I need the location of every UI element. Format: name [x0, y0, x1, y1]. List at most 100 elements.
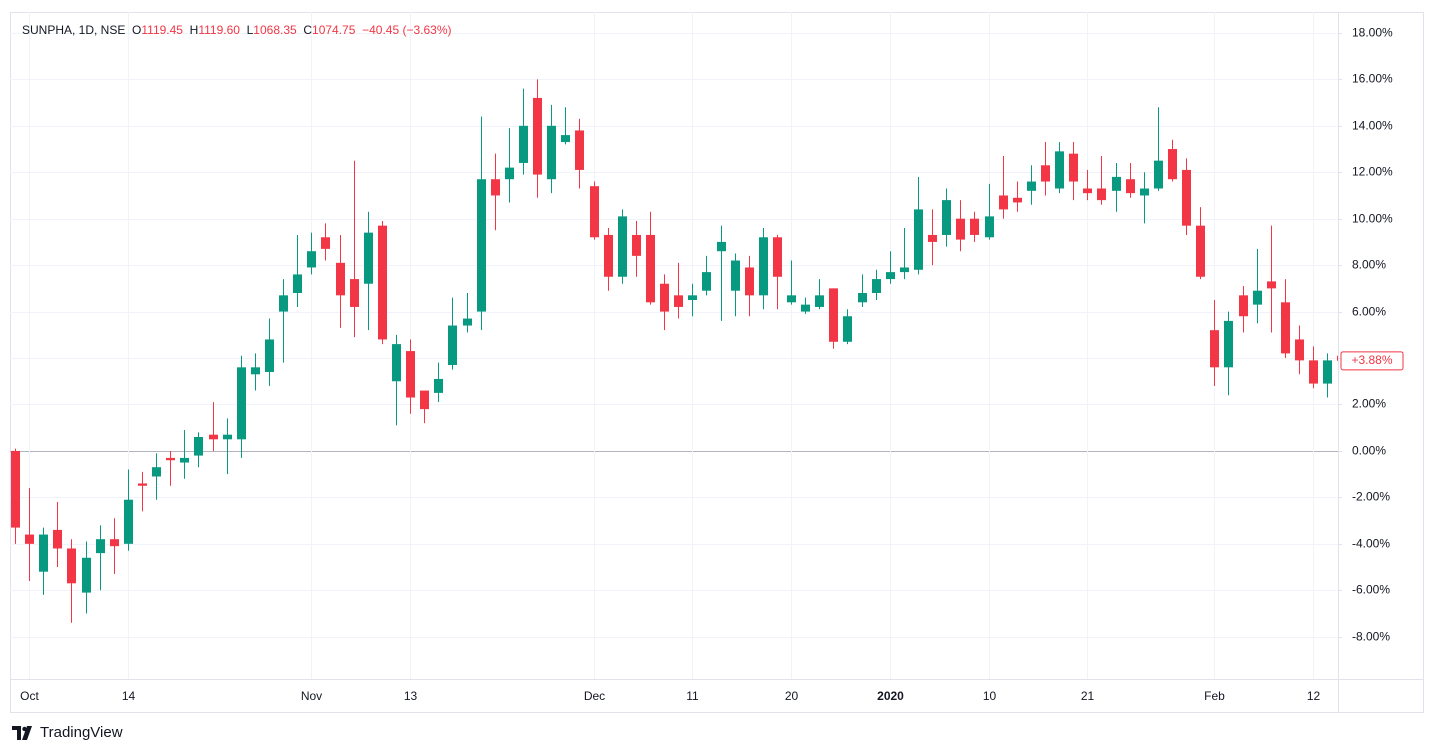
last-price-label: +3.88%	[1351, 353, 1392, 367]
candle-body	[745, 267, 754, 296]
candle-body	[858, 293, 867, 303]
candle-body	[1239, 295, 1248, 317]
candle-body	[1210, 330, 1219, 368]
candle-body	[1295, 339, 1304, 361]
ohlc-value: 1119.45	[141, 23, 183, 37]
candle-body	[82, 557, 91, 593]
candle-body	[575, 130, 584, 170]
candle-body	[660, 283, 669, 312]
candle-body	[773, 237, 782, 277]
candle-body	[1041, 165, 1050, 182]
candle-body	[872, 279, 881, 294]
x-tick-label: 12	[1307, 689, 1321, 703]
candle-body	[1168, 149, 1177, 180]
candle-body	[67, 548, 76, 584]
candle-body	[787, 295, 796, 303]
candle-body	[801, 304, 810, 312]
candle-body	[434, 378, 443, 393]
candle-body	[251, 367, 260, 375]
ohlc-label: H	[189, 23, 199, 37]
y-tick-label: 8.00%	[1352, 258, 1386, 272]
candle-body	[194, 437, 203, 456]
ohlc-label: L	[246, 23, 254, 37]
ohlc-value: 1119.60	[198, 23, 240, 37]
candle-body	[110, 539, 119, 547]
candle-body	[406, 351, 415, 398]
candle-body	[11, 450, 20, 528]
candle-body	[914, 209, 923, 270]
candle-body	[463, 318, 472, 326]
candle-body	[1027, 181, 1036, 191]
candle-body	[321, 237, 330, 249]
candle-body	[1097, 188, 1106, 201]
candle-body	[886, 272, 895, 280]
candle-body	[646, 234, 655, 303]
candle-body	[688, 295, 697, 300]
candle-body	[632, 234, 641, 256]
candle-body	[1126, 179, 1135, 194]
candle-body	[604, 234, 613, 277]
candle-body	[674, 295, 683, 307]
candle-body	[209, 434, 218, 440]
candle-body	[618, 216, 627, 277]
candle-body	[1069, 153, 1078, 182]
candle-body	[956, 218, 965, 240]
x-tick-label: 11	[686, 689, 699, 703]
x-tick-label: Oct	[20, 689, 39, 703]
candle-body	[1055, 151, 1064, 189]
candle-body	[166, 457, 175, 461]
candle-body	[378, 225, 387, 340]
candle-body	[392, 344, 401, 382]
candle-body	[420, 390, 429, 410]
candle-body	[533, 97, 542, 175]
candle-body	[1323, 360, 1332, 384]
candle-body	[448, 325, 457, 366]
axes: 18.00% 16.00% 14.00% 12.00% 10.00% 8.00% 6.00%…	[20, 26, 1404, 703]
candle-body	[491, 179, 500, 196]
candle-body	[223, 434, 232, 440]
y-tick-label: 2.00%	[1352, 397, 1386, 411]
x-tick-label: 13	[404, 689, 418, 703]
candle-body	[1337, 355, 1338, 361]
y-tick-label: -8.00%	[1352, 630, 1390, 644]
change: −40.45 (−3.63%)	[362, 23, 452, 37]
candle-body	[1182, 169, 1191, 226]
candle-body	[477, 179, 486, 312]
y-tick-label: 12.00%	[1352, 165, 1393, 179]
x-tick-label: 14	[122, 689, 136, 703]
candles	[11, 79, 1338, 623]
ohlc-label: O	[132, 23, 142, 37]
candle-body	[279, 295, 288, 312]
candle-body	[1154, 160, 1163, 189]
brand-logo	[12, 725, 32, 740]
candle-body	[96, 539, 105, 554]
x-tick-label: 10	[983, 689, 997, 703]
candle-body	[547, 125, 556, 180]
y-tick-label: 6.00%	[1352, 305, 1386, 319]
y-tick-label: 16.00%	[1352, 72, 1393, 86]
ohlc-label: C	[303, 23, 313, 37]
candle-body	[985, 216, 994, 238]
symbol: SUNPHA, 1D, NSE	[22, 23, 126, 37]
x-tick-label: Dec	[584, 689, 605, 703]
candle-body	[999, 195, 1008, 210]
brand: TradingView	[12, 724, 123, 741]
candle-body	[39, 534, 48, 572]
candle-body	[519, 125, 528, 163]
candle-body	[1281, 302, 1290, 354]
x-tick-label: 21	[1081, 689, 1095, 703]
candle-body	[293, 274, 302, 294]
brand-name: TradingView	[40, 724, 123, 741]
candle-body	[561, 135, 570, 143]
chart-frame	[10, 12, 1424, 713]
candle-body	[265, 339, 274, 372]
candle-body	[970, 218, 979, 235]
y-tick-label: 10.00%	[1352, 212, 1393, 226]
candle-body	[152, 467, 161, 477]
candle-body	[900, 267, 909, 273]
candle-body	[942, 200, 951, 235]
candle-body	[1267, 281, 1276, 289]
x-tick-label: 2020	[877, 689, 904, 703]
